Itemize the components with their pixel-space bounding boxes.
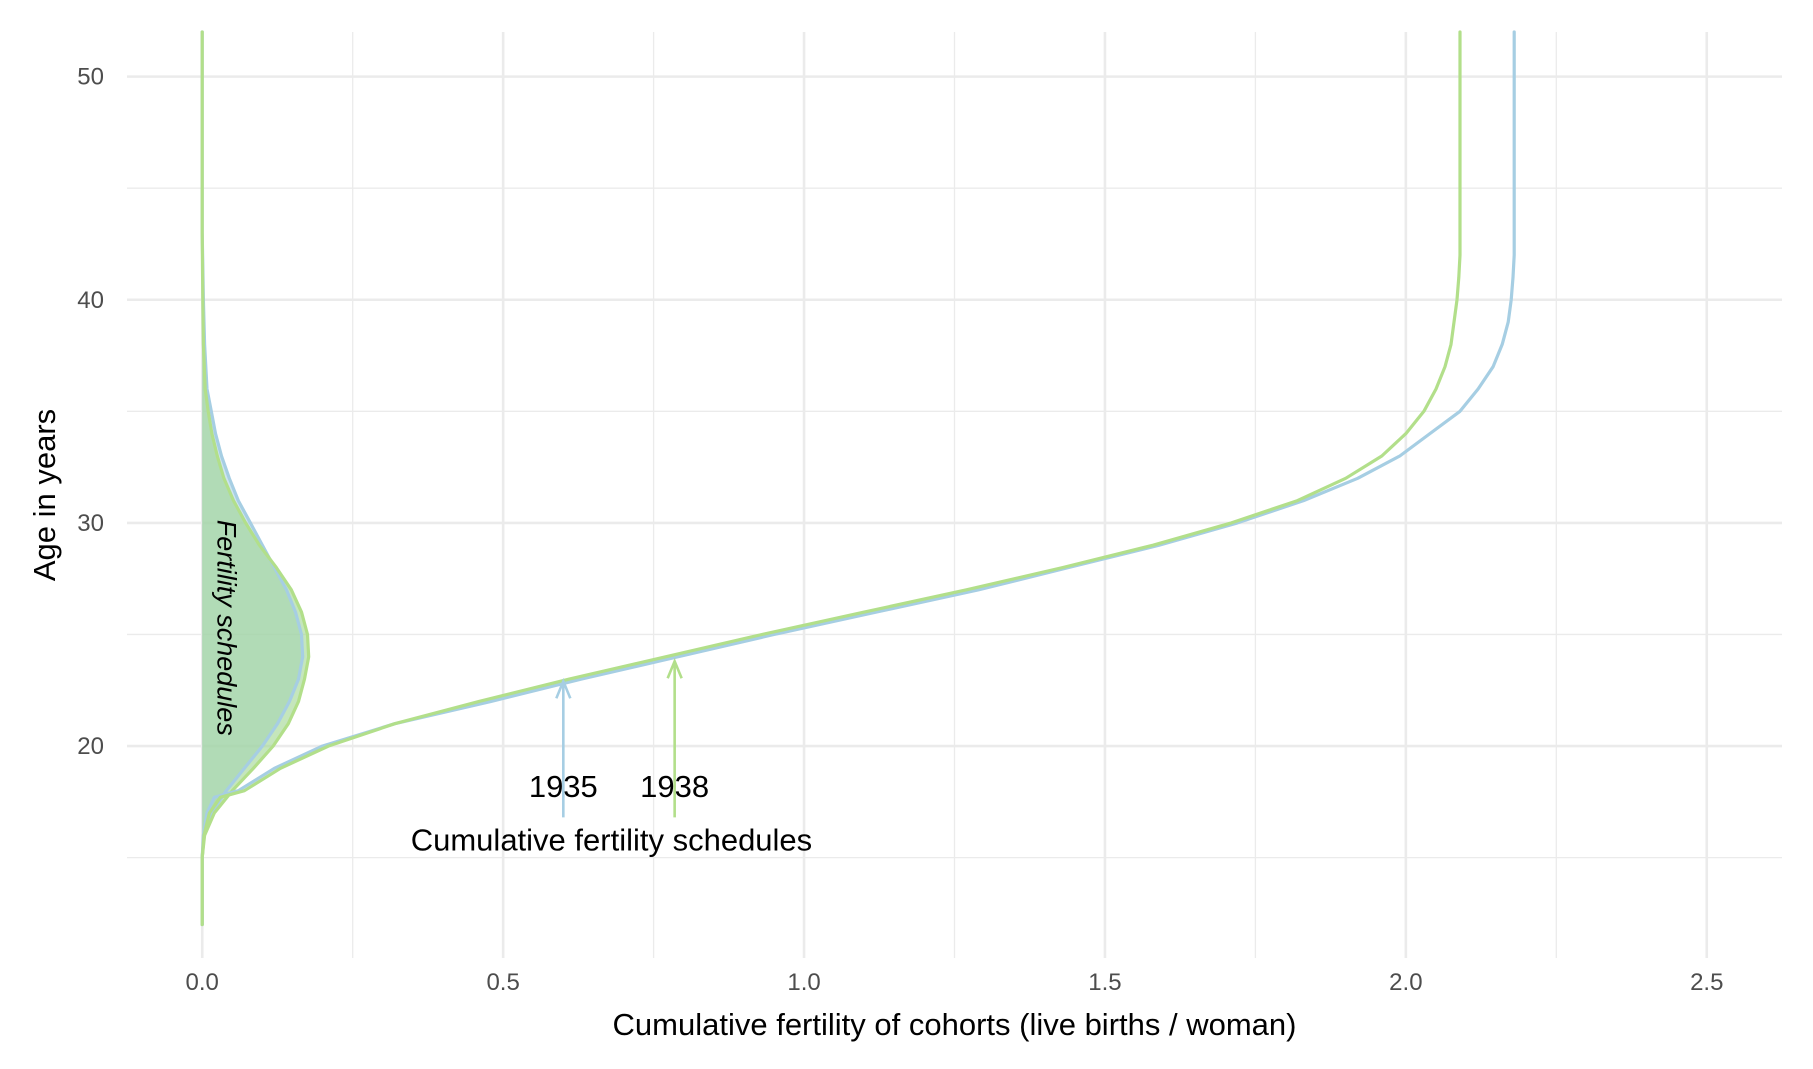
x-axis-title: Cumulative fertility of cohorts (live bi… [613,1007,1297,1042]
x-tick-label: 0.0 [186,969,219,996]
y-tick-label: 30 [77,510,104,537]
annotation-labels: 1935 1938 Cumulative fertility schedules Fe… [211,520,812,858]
cumulative-line-1935 [200,30,1516,927]
fertility-schedule-areas [202,32,309,925]
y-tick-label: 40 [77,287,104,314]
series-lines [200,30,1516,927]
arrow-head-1935 [555,677,572,699]
y-tick-label: 50 [77,64,104,91]
x-tick-label: 2.0 [1389,969,1422,996]
schedule-line-1935 [200,30,305,927]
minor-gridlines [127,32,1782,958]
arrow-head-1938 [666,657,683,679]
x-tick-label: 1.5 [1088,969,1121,996]
x-tick-label: 1.0 [787,969,820,996]
cumulative-line-1938 [200,30,1462,927]
schedule-area-1938 [202,32,309,925]
schedule-line-1938 [200,30,311,927]
annotation-arrows [555,657,683,818]
y-axis-title: Age in years [27,409,62,581]
annotation-label: 1935 [529,769,598,804]
major-gridlines [127,32,1782,958]
annotation-label: 1938 [640,769,709,804]
x-tick-label: 2.5 [1690,969,1723,996]
y-tick-label: 20 [77,733,104,760]
x-tick-label: 0.5 [486,969,519,996]
annotation-label: Cumulative fertility schedules [411,823,812,858]
annotation-label: Fertility schedules [211,520,241,736]
tick-labels: 0.0 0.5 1.0 1.5 2.0 2.5 20 30 40 50 [77,64,1723,996]
